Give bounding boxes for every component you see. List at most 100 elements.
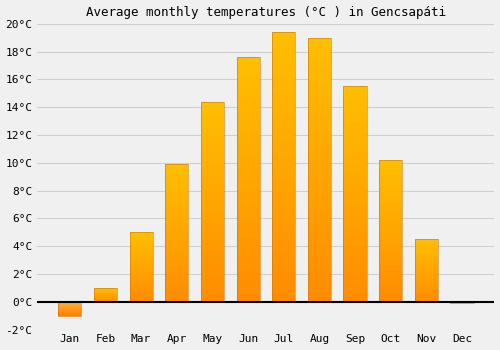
Bar [165,258,188,260]
Bar [415,273,438,274]
Bar [236,219,260,224]
Bar [236,194,260,199]
Bar [308,296,331,302]
Bar [379,197,402,200]
Bar [236,267,260,272]
Bar [308,207,331,212]
Bar [344,267,366,272]
Bar [130,263,152,264]
Bar [201,222,224,226]
Bar [236,126,260,131]
Bar [201,186,224,190]
Bar [272,135,295,140]
Bar [415,301,438,302]
Bar [344,168,366,173]
Bar [308,244,331,249]
Bar [308,202,331,207]
Bar [415,292,438,293]
Bar [272,64,295,70]
Bar [130,285,152,287]
Bar [272,216,295,221]
Bar [201,262,224,266]
Bar [272,243,295,248]
Bar [344,241,366,246]
Bar [308,270,331,275]
Bar [201,190,224,194]
Bar [236,224,260,229]
Bar [201,142,224,146]
Bar [201,238,224,242]
Bar [272,264,295,270]
Bar [415,262,438,263]
Bar [130,245,152,246]
Bar [379,237,402,239]
Bar [201,218,224,222]
Bar [130,256,152,257]
Bar [165,266,188,269]
Bar [415,295,438,297]
Bar [344,220,366,224]
Bar [379,225,402,228]
Bar [130,292,152,293]
Bar [201,154,224,158]
Bar [130,257,152,259]
Bar [272,102,295,108]
Bar [415,256,438,257]
Bar [344,86,366,302]
Bar [130,252,152,253]
Bar [165,288,188,291]
Bar [272,48,295,54]
Bar [236,150,260,155]
Bar [344,272,366,276]
Bar [201,138,224,142]
Bar [165,285,188,288]
Bar [344,160,366,164]
Bar [379,282,402,285]
Bar [201,258,224,262]
Bar [201,158,224,162]
Bar [201,242,224,246]
Bar [379,183,402,186]
Bar [272,205,295,210]
Bar [379,186,402,188]
Bar [130,288,152,289]
Bar [201,290,224,294]
Bar [165,189,188,192]
Bar [201,114,224,118]
Bar [344,216,366,220]
Bar [415,264,438,266]
Bar [344,186,366,190]
Bar [236,277,260,282]
Bar [236,233,260,238]
Bar [165,296,188,299]
Bar [236,72,260,77]
Bar [379,276,402,279]
Bar [308,69,331,75]
Bar [272,37,295,43]
Bar [379,172,402,174]
Bar [308,144,331,149]
Bar [272,124,295,129]
Bar [344,190,366,194]
Bar [344,254,366,259]
Bar [130,244,152,245]
Bar [236,180,260,184]
Bar [272,259,295,264]
Bar [165,203,188,205]
Bar [236,262,260,267]
Bar [272,232,295,237]
Bar [272,189,295,194]
Bar [415,251,438,252]
Bar [165,178,188,181]
Bar [415,260,438,262]
Bar [130,270,152,271]
Bar [236,116,260,121]
Bar [236,184,260,189]
Bar [344,99,366,104]
Bar [379,273,402,276]
Bar [379,257,402,259]
Bar [344,173,366,177]
Bar [308,138,331,143]
Bar [201,230,224,234]
Bar [379,245,402,248]
